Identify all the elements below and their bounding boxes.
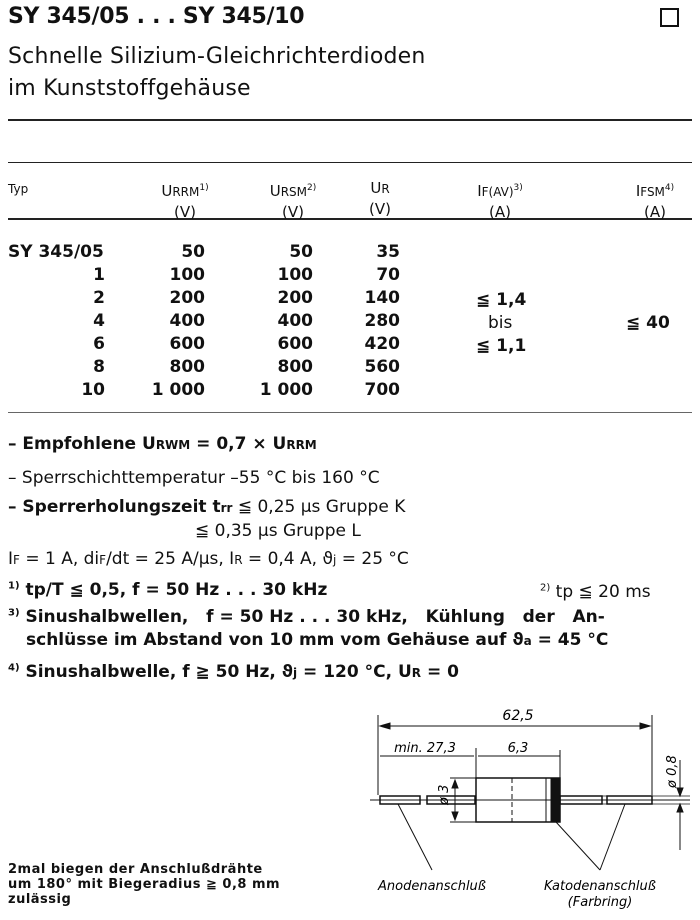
- dim-lead-diameter: ø 0,8: [665, 755, 680, 789]
- cell-urrm: 100: [169, 265, 206, 285]
- diode-dimension-drawing: 62,5 min. 27,3 6,3 ø 3 ø 0,8 Anodenansch…: [370, 708, 690, 910]
- ifav-max: ≦ 1,4: [476, 290, 527, 310]
- dim-body-diameter: ø 3: [437, 785, 452, 806]
- col-header-typ: Typ: [8, 182, 29, 196]
- note-conditions: IF = 1 A, diF/dt = 25 A/µs, IR = 0,4 A, …: [8, 549, 409, 569]
- cell-ur: 280: [364, 311, 401, 331]
- cell-ursm: 600: [277, 334, 314, 354]
- col-header-ur: UR (V): [369, 179, 391, 218]
- cell-urrm: 400: [169, 311, 206, 331]
- ifav-min: ≦ 1,1: [476, 336, 527, 356]
- divider: [8, 218, 692, 220]
- dim-lead-min: min. 27,3: [394, 741, 456, 756]
- cell-ur: 700: [364, 380, 401, 400]
- cell-urrm: 1 000: [151, 380, 205, 400]
- note-temperature: – Sperrschichttemperatur –55 °C bis 160 …: [8, 468, 380, 488]
- cell-ursm: 400: [277, 311, 314, 331]
- col-header-ifav: IF(AV)3) (A): [477, 182, 523, 221]
- cell-typ: SY 345/05: [8, 242, 104, 262]
- anode-label: Anodenanschluß: [377, 879, 486, 894]
- footnote-4: 4) Sinushalbwelle, f ≧ 50 Hz, ϑj = 120 °…: [8, 662, 459, 682]
- col-header-ursm: URSM2) (V): [269, 182, 317, 221]
- divider: [8, 412, 692, 413]
- note-trr: – Sperrerholungszeit trr ≦ 0,25 µs Grupp…: [8, 497, 406, 517]
- cell-urrm: 200: [169, 288, 206, 308]
- ifsm-value: ≦ 40: [626, 313, 670, 333]
- cell-ursm: 100: [277, 265, 314, 285]
- cell-typ: 1: [93, 265, 105, 285]
- divider: [8, 162, 692, 163]
- cell-urrm: 50: [181, 242, 205, 262]
- ifav-bis: bis: [488, 313, 513, 333]
- cell-typ: 4: [93, 311, 105, 331]
- cell-ur: 420: [364, 334, 401, 354]
- divider: [8, 119, 692, 121]
- cell-typ: 8: [93, 357, 105, 377]
- cell-ursm: 200: [277, 288, 314, 308]
- cell-urrm: 800: [169, 357, 206, 377]
- page-title: SY 345/05 . . . SY 345/10: [8, 4, 305, 29]
- cell-typ: 6: [93, 334, 105, 354]
- cathode-label: Katodenanschluß: [544, 879, 656, 894]
- cell-ursm: 1 000: [259, 380, 313, 400]
- dim-overall-length: 62,5: [502, 708, 533, 724]
- cell-ur: 140: [364, 288, 401, 308]
- note-urwm: – Empfohlene URWM = 0,7 × URRM: [8, 434, 317, 454]
- subtitle-line-2: im Kunststoffgehäuse: [8, 76, 251, 101]
- footnote-2: 2) tp ≦ 20 ms: [540, 582, 651, 602]
- cell-ursm: 50: [289, 242, 313, 262]
- dim-body-length: 6,3: [508, 741, 529, 756]
- cell-typ: 10: [81, 380, 105, 400]
- note-trr-l: ≦ 0,35 µs Gruppe L: [195, 521, 361, 541]
- cathode-color-ring-label: (Farbring): [568, 895, 633, 910]
- footnote-1: 1) tp/T ≦ 0,5, f = 50 Hz . . . 30 kHz: [8, 580, 328, 600]
- cell-ursm: 800: [277, 357, 314, 377]
- footnote-3-cont: schlüsse im Abstand von 10 mm vom Gehäus…: [26, 630, 609, 650]
- col-header-ifsm: IFSM4) (A): [635, 182, 675, 221]
- footnote-3: 3) Sinushalbwellen, f = 50 Hz . . . 30 k…: [8, 607, 605, 627]
- cell-typ: 2: [93, 288, 105, 308]
- cell-ur: 560: [364, 357, 401, 377]
- col-header-urrm: URRM1) (V): [161, 182, 209, 221]
- cell-ur: 35: [376, 242, 400, 262]
- bending-note: 2mal biegen der Anschlußdrähte um 180° m…: [8, 862, 281, 907]
- cell-ur: 70: [376, 265, 400, 285]
- subtitle-line-1: Schnelle Silizium-Gleichrichterdioden: [8, 44, 426, 69]
- cell-urrm: 600: [169, 334, 206, 354]
- checkbox-square: [660, 8, 679, 27]
